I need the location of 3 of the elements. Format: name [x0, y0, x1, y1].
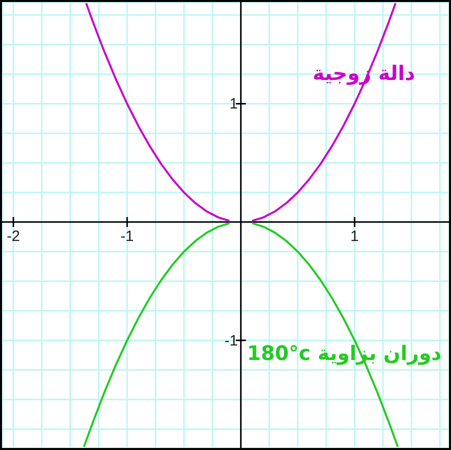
x-tick-label: -2 — [6, 228, 20, 246]
x-tick-label: -1 — [120, 228, 134, 246]
x-tick-label: 1 — [350, 228, 359, 246]
